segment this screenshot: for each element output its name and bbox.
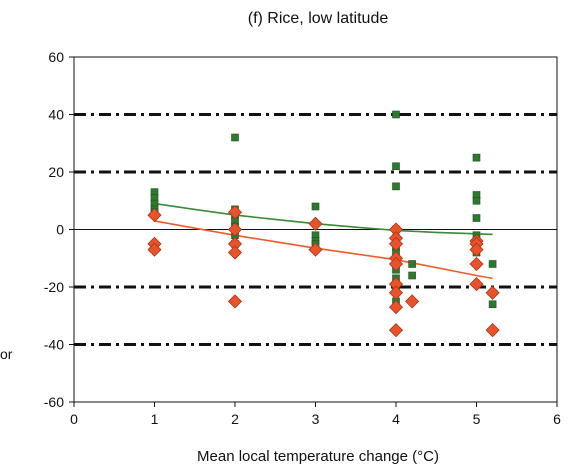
x-tick-label: 5 <box>473 411 481 427</box>
y-tick-label: -60 <box>44 394 64 410</box>
y-tick-label: 20 <box>48 164 64 180</box>
data-point-diamond <box>485 285 500 300</box>
data-point-diamond <box>308 242 323 257</box>
data-point-square <box>488 300 497 309</box>
y-tick-label: 0 <box>56 222 64 238</box>
data-point-diamond <box>469 277 484 292</box>
x-tick-label: 4 <box>392 411 400 427</box>
data-point-square <box>231 133 239 142</box>
x-tick-label: 0 <box>70 411 78 427</box>
data-point-square <box>408 271 416 280</box>
x-tick-label: 6 <box>553 411 561 427</box>
data-point-diamond <box>469 256 484 272</box>
data-point-diamond <box>388 300 404 315</box>
chart-title: (f) Rice, low latitude <box>248 10 389 27</box>
data-point-square <box>488 260 497 268</box>
data-point-square <box>392 110 400 119</box>
data-point-diamond <box>388 236 404 251</box>
y-tick-label: -20 <box>44 279 64 295</box>
data-point-diamond <box>388 323 404 338</box>
trend-line <box>154 202 493 236</box>
data-point-diamond <box>388 256 404 272</box>
data-point-square <box>311 202 320 211</box>
data-point-square <box>472 153 481 162</box>
data-point-diamond <box>388 285 404 300</box>
y-tick-label: -40 <box>44 337 64 353</box>
trend-line <box>154 220 493 280</box>
data-point-diamond <box>485 323 500 338</box>
data-point-diamond <box>405 294 420 309</box>
data-point-diamond <box>227 205 243 220</box>
x-axis-label: Mean local temperature change (°C) <box>197 448 439 465</box>
y-tick-label: 40 <box>48 107 64 123</box>
data-point-square <box>408 260 416 268</box>
data-point-diamond <box>147 242 162 257</box>
y-tick-label: 60 <box>48 49 64 65</box>
x-tick-label: 2 <box>231 411 239 427</box>
y-axis-label-fragment: or <box>0 346 13 362</box>
data-point-diamond <box>469 242 484 257</box>
plot-area: 60 40 20 0 -20 -40 -60 0 1 2 3 4 5 6 <box>44 49 561 427</box>
data-point-square <box>392 162 400 171</box>
x-tick-label: 1 <box>151 411 159 427</box>
data-point-diamond <box>227 222 243 237</box>
x-tick-label: 3 <box>312 411 320 427</box>
data-point-diamond <box>308 216 323 231</box>
data-point-square <box>472 196 481 205</box>
data-point-diamond <box>227 245 243 260</box>
data-point-diamond <box>227 294 243 309</box>
data-point-square <box>472 214 481 222</box>
data-point-diamond <box>147 208 162 223</box>
data-point-square <box>392 182 400 191</box>
